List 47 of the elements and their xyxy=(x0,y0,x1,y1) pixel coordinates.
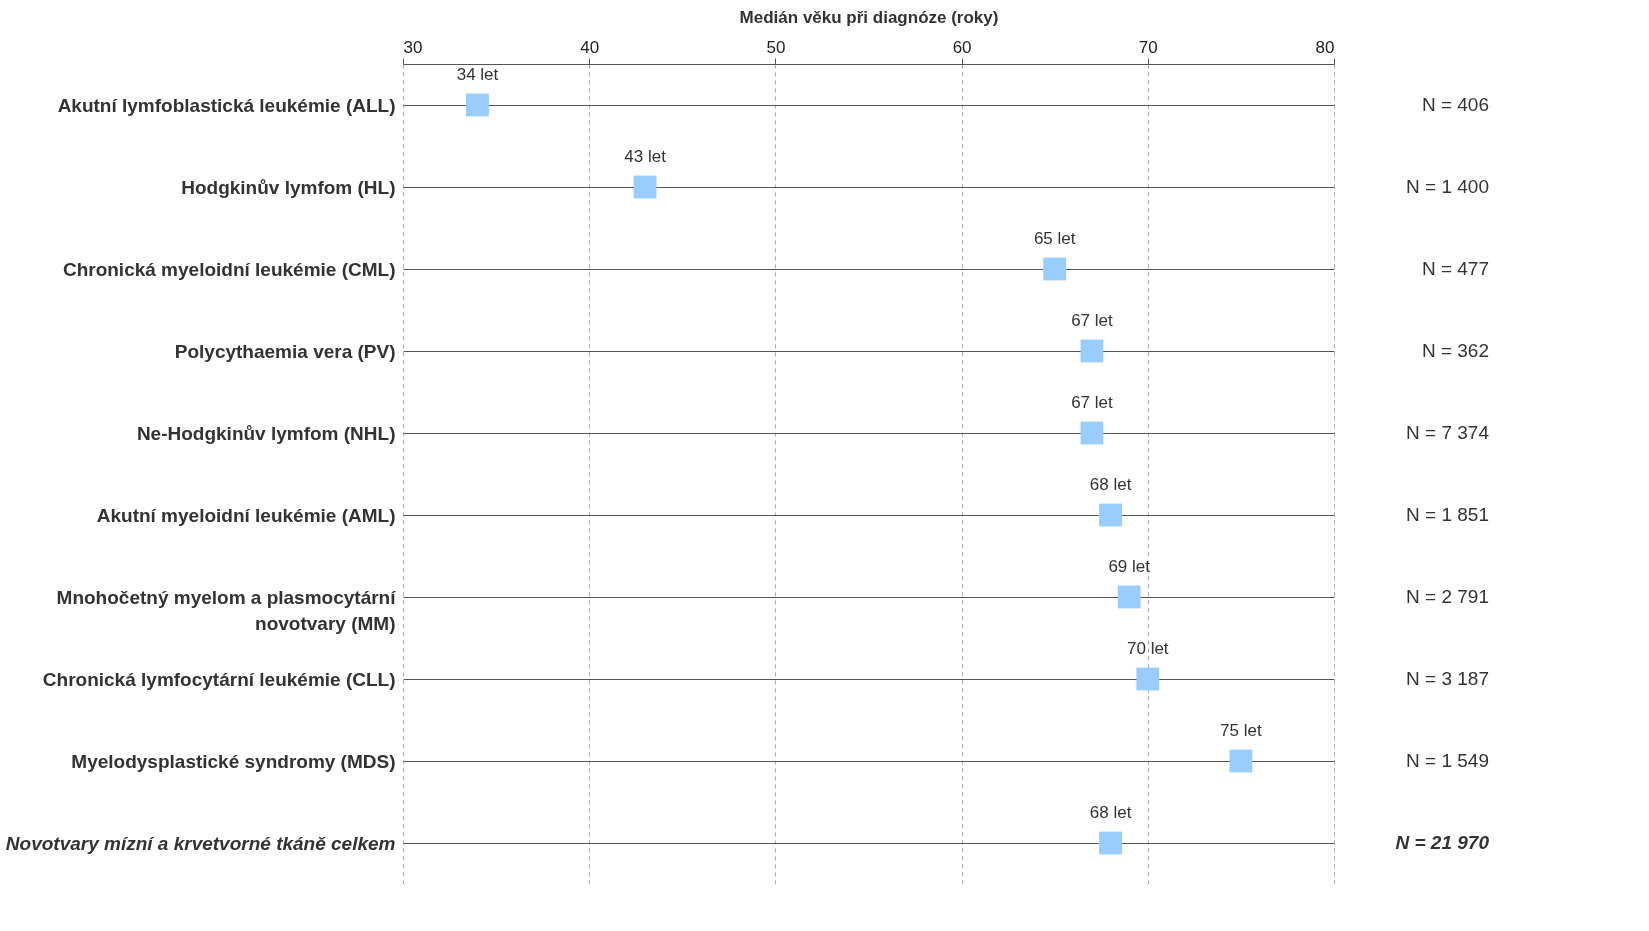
point xyxy=(1099,831,1122,855)
y-tick-label: Akutní lymfoblastická leukémie (ALL) xyxy=(57,94,396,116)
data-label: 43 let xyxy=(624,147,667,166)
data-label: 70 let xyxy=(1127,639,1169,658)
point xyxy=(1080,421,1104,445)
x-tick-label: 60 xyxy=(952,37,972,57)
data-label: 68 let xyxy=(1089,803,1132,822)
text: N = 3 187 xyxy=(1406,668,1489,689)
point xyxy=(466,93,489,117)
text: N = 1 549 xyxy=(1406,750,1489,771)
point xyxy=(1229,749,1253,773)
x-tick-label: 30 xyxy=(403,37,423,57)
y-tick-label: Myelodysplastické syndromy (MDS) xyxy=(71,750,396,772)
text: N = 21 970 xyxy=(1395,832,1490,853)
text: N = 1 400 xyxy=(1406,176,1489,197)
data-label: 68 let xyxy=(1089,475,1132,494)
y-tick-label: Novotvary mízní a krvetvorné tkáně celkem xyxy=(5,832,396,854)
data-label: 34 let xyxy=(456,65,499,84)
y-tick-label: Chronická lymfocytární leukémie (CLL) xyxy=(42,668,396,690)
x-tick-label: 70 xyxy=(1138,37,1158,57)
point xyxy=(1099,503,1122,527)
text: N = 362 xyxy=(1421,340,1489,361)
data-label: 65 let xyxy=(1033,229,1076,248)
data-label: 69 let xyxy=(1108,557,1151,576)
x-tick-label: 50 xyxy=(766,37,786,57)
point xyxy=(1080,339,1104,363)
x-tick-label: 80 xyxy=(1315,37,1335,57)
point xyxy=(633,175,657,199)
text: N = 2 791 xyxy=(1406,586,1489,607)
point xyxy=(1136,667,1160,691)
y-tick-label: Ne-Hodgkinův lymfom (NHL) xyxy=(136,422,396,444)
x-tick-label: 40 xyxy=(580,37,600,57)
y-tick-label: Polycythaemia vera (PV) xyxy=(174,340,396,362)
point xyxy=(1043,257,1067,281)
y-tick-label: Hodgkinův lymfom (HL) xyxy=(181,176,396,198)
text: N = 406 xyxy=(1421,94,1489,115)
x-axis-title: Medián věku při diagnóze (roky) xyxy=(739,7,999,27)
text: N = 1 851 xyxy=(1406,504,1489,525)
text: N = 7 374 xyxy=(1406,422,1490,443)
y-tick-label: Chronická myeloidní leukémie (CML) xyxy=(62,258,396,280)
point xyxy=(1117,585,1141,609)
y-tick-label: Mnohočetný myelom a plasmocytární novotvary (MM) xyxy=(56,586,397,634)
data-label: 67 let xyxy=(1071,393,1114,412)
data-label: 67 let xyxy=(1071,311,1114,330)
data-label: 75 let xyxy=(1220,721,1262,740)
text: N = 477 xyxy=(1421,258,1489,279)
y-tick-label: Akutní myeloidní leukémie (AML) xyxy=(96,504,396,526)
